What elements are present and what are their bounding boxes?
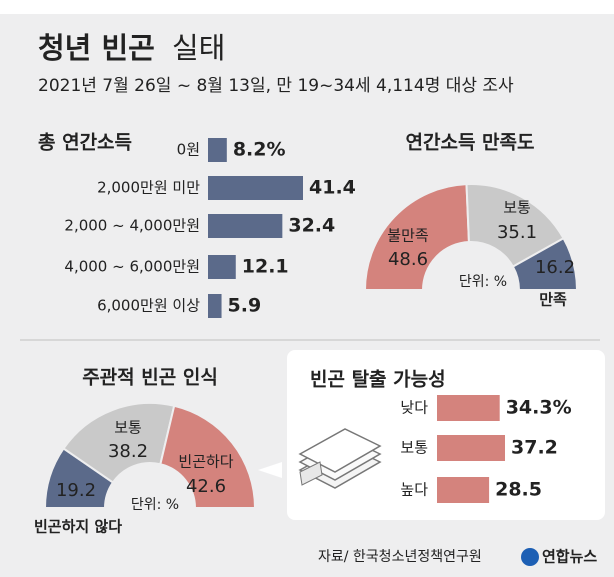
value-label: 38.2 (108, 441, 148, 462)
money-icon (258, 428, 382, 489)
category-label: 낮다 (400, 399, 428, 417)
value-label: 8.2% (233, 139, 286, 161)
unit-label: 단위: % (131, 497, 179, 513)
top-strip (0, 0, 614, 14)
bar (437, 395, 500, 421)
value-label: 28.5 (495, 479, 542, 501)
category-label: 보통 (400, 439, 428, 457)
category-label: 빈곤하다 (178, 453, 233, 471)
pie-segment (62, 402, 176, 484)
bar (208, 176, 303, 200)
pie-segment (363, 183, 471, 291)
value-label: 35.1 (497, 222, 537, 243)
bar (437, 477, 490, 503)
category-label: 높다 (400, 481, 428, 499)
chart-title: 빈곤 탈출 가능성 (310, 369, 446, 391)
chart-title: 연간소득 만족도 (406, 132, 535, 154)
title-suffix: 실태 (172, 31, 225, 65)
unit-label: 단위: % (459, 274, 507, 290)
category-label: 4,000 ~ 6,000만원 (64, 258, 200, 276)
category-label: 빈곤하지 않다 (34, 518, 122, 536)
category-label: 2,000만원 미만 (97, 179, 200, 197)
value-label: 32.4 (288, 215, 335, 237)
bar (437, 435, 505, 461)
bar (208, 138, 227, 162)
value-label: 42.6 (186, 476, 226, 497)
chart-title: 총 연간소득 (38, 132, 132, 154)
category-label: 불만족 (387, 227, 429, 245)
pie-segment (511, 236, 579, 291)
subtitle: 2021년 7월 26일 ~ 8월 13일, 만 19~34세 4,114명 대… (38, 76, 514, 96)
value-label: 41.4 (309, 177, 356, 199)
value-label: 16.2 (535, 257, 575, 278)
bar (208, 255, 236, 279)
value-label: 5.9 (228, 295, 262, 317)
value-label: 37.2 (511, 437, 558, 459)
pie-segment (159, 404, 257, 509)
category-label: 2,000 ~ 4,000만원 (64, 217, 200, 235)
source: 자료/ 한국청소년정책연구원 (318, 549, 482, 565)
logo: 연합뉴스 (542, 548, 597, 566)
category-label: 6,000만원 이상 (97, 297, 200, 315)
value-label: 12.1 (242, 256, 289, 278)
chart-title: 주관적 빈곤 인식 (82, 367, 218, 389)
bar (208, 214, 283, 238)
category-label: 0원 (177, 141, 200, 159)
category-label: 만족 (539, 291, 567, 309)
title: 청년 빈곤 (38, 31, 155, 65)
logo-icon (521, 548, 539, 566)
value-label: 48.6 (388, 249, 428, 270)
value-label: 19.2 (56, 480, 96, 501)
bar (208, 294, 222, 318)
value-label: 34.3% (506, 397, 572, 419)
category-label: 보통 (114, 419, 142, 437)
category-label: 보통 (503, 199, 531, 217)
